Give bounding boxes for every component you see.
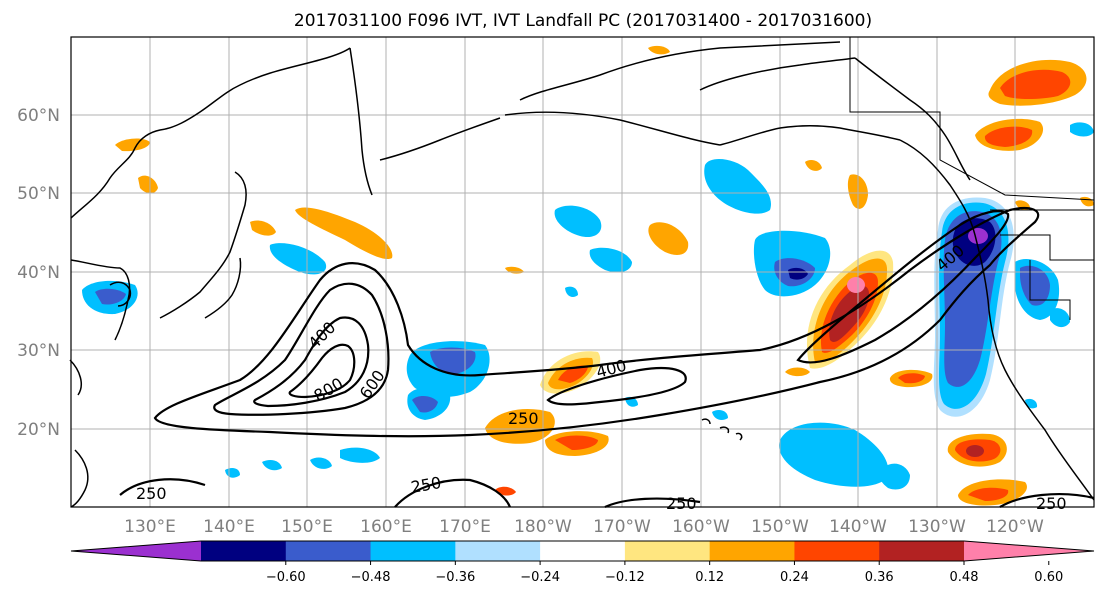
colorbar-extension-high xyxy=(964,541,1094,561)
coastlines xyxy=(69,41,1095,508)
colorbar-tick-label: −0.12 xyxy=(605,570,645,585)
colorbar-tick-label: 0.24 xyxy=(780,570,809,585)
lon-tick: 170°E xyxy=(439,517,491,537)
map-gridlines xyxy=(71,37,1094,507)
colorbar-tick-label: −0.24 xyxy=(520,570,560,585)
colorbar-segment xyxy=(794,541,880,561)
lon-tick: 150°E xyxy=(281,517,333,537)
colorbar-tick-label: −0.48 xyxy=(351,570,391,585)
map-panel: 400 800 600 400 250 400 250 250 250 250 xyxy=(69,36,1095,513)
colorbar-segment xyxy=(285,541,372,561)
contour-label: 250 xyxy=(666,494,697,513)
lat-tick: 60°N xyxy=(17,106,60,126)
lon-tick: 180°W xyxy=(514,517,572,537)
lon-tick: 130°W xyxy=(908,517,966,537)
colorbar-tick-label: −0.60 xyxy=(266,570,306,585)
lon-tick: 140°E xyxy=(203,517,255,537)
colorbar-segment xyxy=(370,541,456,561)
colorbar-segment xyxy=(709,541,795,561)
longitude-ticks: 130°E 140°E 150°E 160°E 170°E 180°W 170°… xyxy=(124,517,1044,537)
colorbar: −0.60 −0.48 −0.36 −0.24 −0.12 0.12 0.24 0.36 0.4… xyxy=(70,540,1095,585)
lon-tick: 120°W xyxy=(986,517,1044,537)
colorbar-segment xyxy=(455,541,541,561)
lon-tick: 140°W xyxy=(829,517,887,537)
ivt-contours xyxy=(119,206,1095,509)
colorbar-outline xyxy=(70,540,1095,562)
lat-tick: 40°N xyxy=(17,263,60,283)
lat-tick: 50°N xyxy=(17,184,60,204)
colorbar-tick-label: 0.48 xyxy=(950,570,979,585)
contour-label: 250 xyxy=(508,409,539,428)
contour-label: 250 xyxy=(136,484,167,503)
lon-tick: 150°W xyxy=(751,517,809,537)
map-frame xyxy=(70,36,1095,508)
colorbar-tick-label: 0.12 xyxy=(695,570,724,585)
colorbar-extension-low xyxy=(71,541,201,561)
colorbar-segment xyxy=(879,541,965,561)
lat-tick: 20°N xyxy=(17,420,60,440)
map-title: 2017031100 F096 IVT, IVT Landfall PC (20… xyxy=(294,11,872,31)
negative-patches xyxy=(82,122,1094,490)
lon-tick: 130°E xyxy=(124,517,176,537)
colorbar-segment xyxy=(624,541,711,561)
colorbar-tick-label: 0.60 xyxy=(1034,570,1063,585)
colorbar-tick-label: 0.36 xyxy=(865,570,894,585)
latitude-ticks: 20°N 30°N 40°N 50°N 60°N xyxy=(17,106,60,440)
lon-tick: 160°W xyxy=(672,517,730,537)
colorbar-segment xyxy=(201,541,287,561)
contour-label: 250 xyxy=(1036,494,1067,513)
lon-tick: 160°E xyxy=(360,517,412,537)
lat-tick: 30°N xyxy=(17,341,60,361)
colorbar-tick-label: −0.36 xyxy=(435,570,475,585)
lon-tick: 170°W xyxy=(593,517,651,537)
colorbar-segment xyxy=(540,541,626,561)
